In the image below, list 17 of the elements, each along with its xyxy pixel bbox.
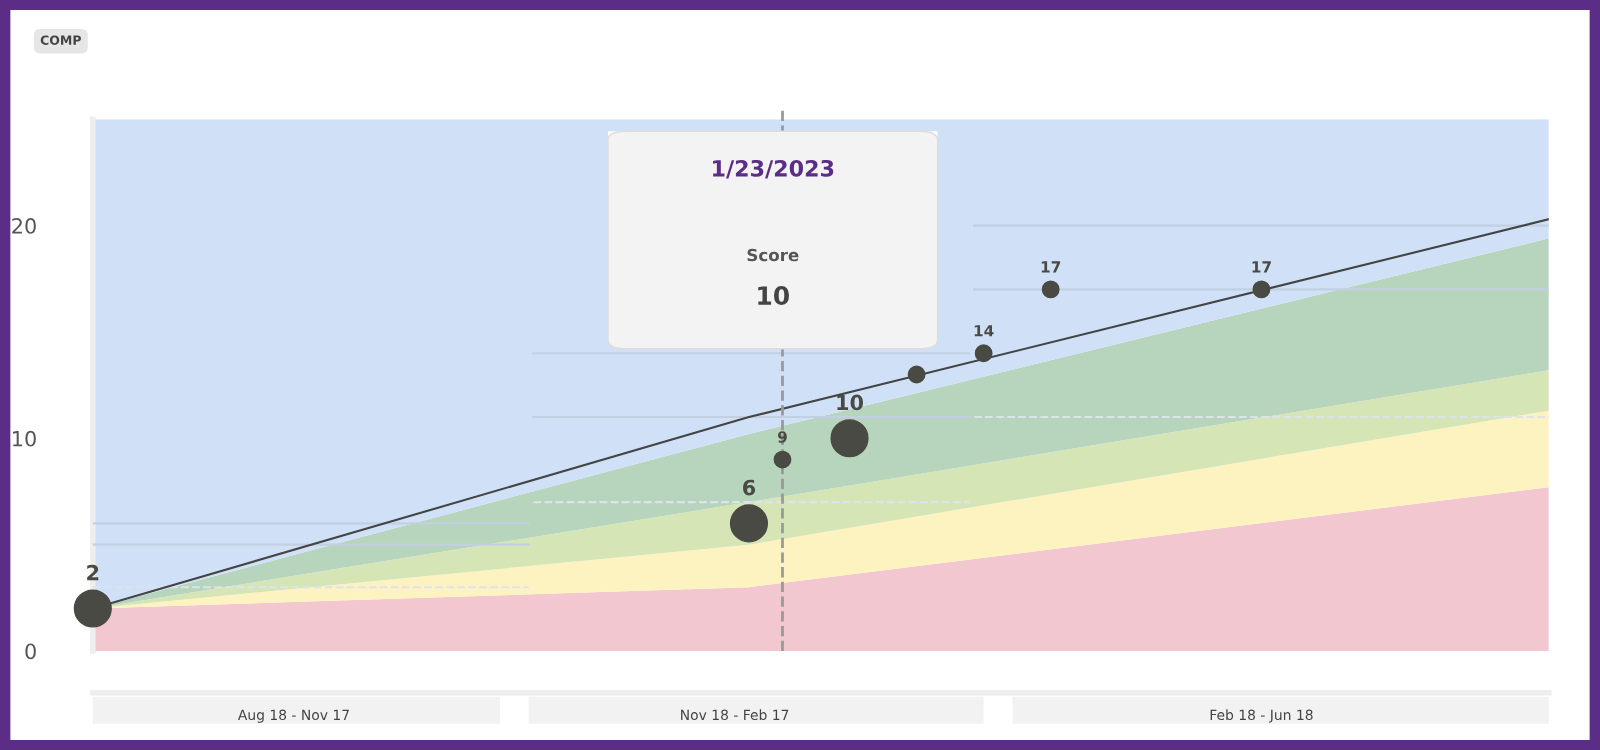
annotation: Score	[747, 248, 799, 262]
data-label: 9	[777, 431, 787, 443]
data-label: 17	[1252, 261, 1271, 273]
data-label: 10	[837, 394, 864, 411]
chart-title: COMP	[40, 35, 81, 45]
y-tick-label: 10	[13, 430, 36, 447]
x-tick-label: Nov 18 - Feb 17	[681, 709, 789, 721]
y-tick-label: 0	[25, 643, 36, 660]
x-tick-label: Feb 18 - Jun 18	[1210, 709, 1313, 723]
data-label: 17	[1041, 261, 1061, 273]
annotation: 10	[758, 286, 789, 305]
data-label: 2	[87, 564, 99, 581]
y-tick-label: 20	[12, 218, 36, 234]
data-label: 6	[743, 479, 756, 496]
x-tick-label: Aug 18 - Nov 17	[237, 709, 349, 723]
annotation: 1/23/2023	[713, 159, 834, 179]
data-label: 14	[974, 325, 994, 337]
